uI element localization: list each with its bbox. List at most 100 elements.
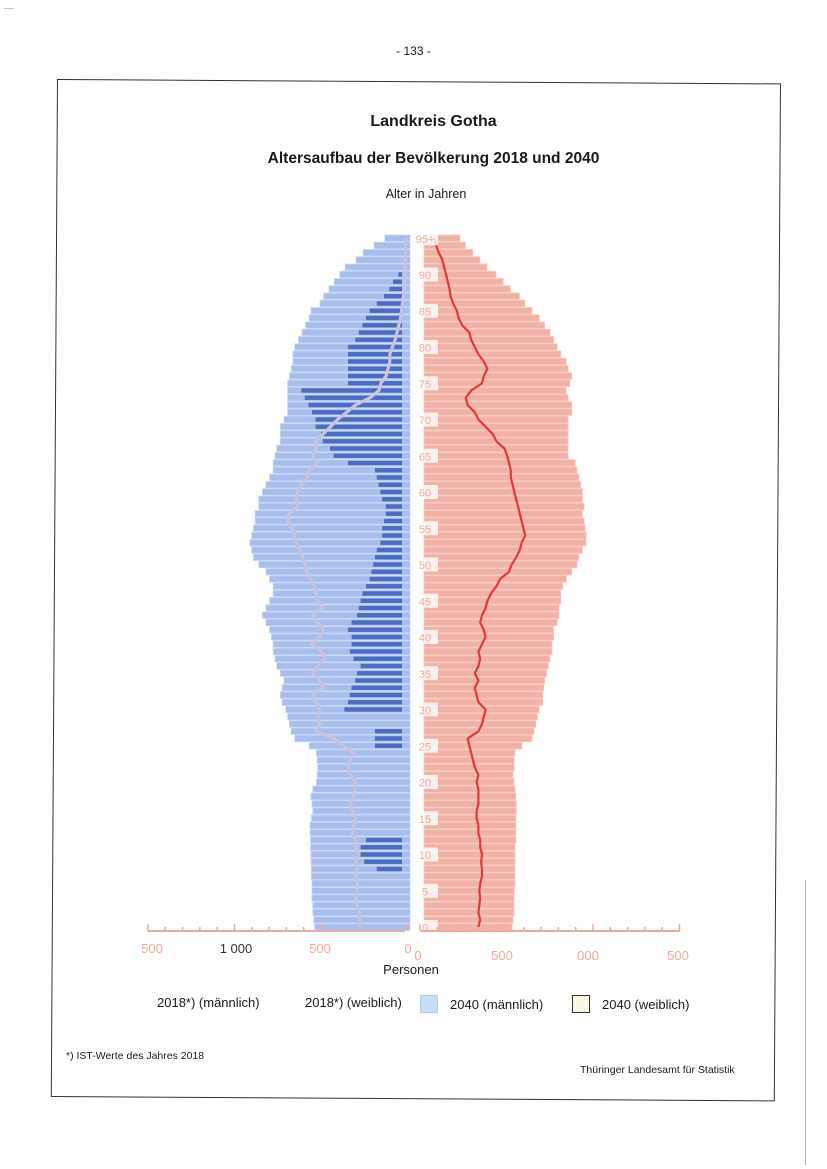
bar-2018-male [362,323,402,328]
bar-2018-male [366,315,402,321]
age-label-bg [412,340,438,354]
bar-2040-female [423,473,580,482]
bar-2040-female [423,836,517,844]
bar-2018-male [355,337,402,342]
bar-2018-male [348,700,402,705]
age-label-bg [412,448,438,463]
bar-2040-female [423,582,564,590]
bar-2040-female [423,343,558,351]
age-label-bg [412,666,438,681]
bar-2040-female [423,669,547,677]
page-number: - 133 - [396,44,431,58]
bar-2040-female [423,604,560,612]
bar-2018-male [348,627,402,632]
age-label: 20 [419,778,431,790]
bar-2018-male [315,424,402,429]
chart-subtitle: Altersaufbau der Bevölkerung 2018 und 20… [267,150,600,167]
bar-2040-male [283,676,411,685]
x-tick-label: 0 [404,941,411,956]
bar-2040-female [423,415,569,424]
bar-2040-male [279,669,411,677]
bar-2018-male [384,518,402,524]
bar-2040-male [258,502,411,511]
bar-2018-male [364,859,402,864]
age-label: 85 [419,306,431,318]
bar-2040-female [423,633,555,641]
bar-2040-male [333,278,411,286]
legend-2040-male: 2040 (männlich) [420,995,543,1013]
bar-2040-female [423,655,551,663]
bar-2040-female [423,734,533,743]
bar-2040-female [423,611,560,619]
bar-2018-male [360,663,402,669]
x-tick-label: 500 [491,948,513,963]
bar-2040-male [312,908,411,917]
bar-2018-male [389,286,402,292]
bar-2040-male [317,763,411,772]
bar-2040-male [312,785,411,793]
bar-2018-male [322,439,402,444]
bar-2040-male [311,879,411,888]
age-label: 15 [419,814,431,826]
age-label: 30 [419,705,431,717]
bar-2040-female [423,430,569,438]
line-2018-female [432,237,527,928]
bar-2040-female [423,372,573,380]
bar-2040-male [254,510,411,518]
bar-2040-male [311,894,411,902]
bar-2018-male [371,569,402,574]
bar-2040-female [423,546,583,554]
bar-2040-female [423,263,488,271]
bar-2040-male [315,778,411,786]
bar-2018-male [384,294,402,299]
bar-2018-male [373,562,402,567]
bar-2040-female [423,524,586,532]
bar-2040-female [423,408,573,416]
bar-2018-male [357,613,402,618]
bar-2018-male [358,605,402,611]
bar-2040-male [311,887,411,895]
bar-2040-female [423,517,585,525]
y-axis-label: Alter in Jahren [385,187,467,201]
bar-2040-male [272,459,411,467]
legend-2040-male-swatch [420,995,438,1013]
bar-2018-male [376,866,402,872]
bar-2040-female [423,452,569,460]
bar-2040-male [252,553,411,561]
x-tick-label: 1 000 [220,941,253,956]
bar-2040-female [423,662,549,670]
age-label-bg [412,811,438,826]
bar-2040-male [265,604,411,612]
legend-2018-male-label: 2018*) (männlich) [157,995,260,1010]
age-label-bg [412,412,438,427]
bar-2040-male [272,466,411,474]
bar-2040-female [423,872,516,880]
bar-2018-male [351,685,402,690]
bar-2018-male [321,431,402,437]
bar-2018-male [358,330,402,335]
bar-2040-female [423,713,538,721]
bar-2018-male [375,743,402,748]
bar-2040-male [251,546,411,554]
bar-2018-male [382,533,402,538]
bar-2040-male [261,488,411,496]
bar-2040-male [249,539,411,547]
bar-2040-male [310,850,411,859]
bar-2040-female [423,879,516,888]
bar-2040-male [313,916,411,924]
bar-2018-male [353,656,402,661]
bar-2018-male [330,446,402,451]
x-tick-label: 500 [667,948,689,963]
bar-2040-female [423,829,517,837]
bar-2040-female [423,423,569,431]
age-label: 40 [419,633,431,645]
bar-2018-male [301,388,402,393]
bar-2018-male [380,540,402,545]
bar-2018-male [385,511,402,516]
bar-2040-female [423,553,580,561]
bar-2040-female [423,785,516,793]
bar-2040-male [316,771,411,779]
bar-2040-female [423,401,573,409]
bar-2040-male [290,727,411,735]
bar-2040-female [423,800,517,808]
